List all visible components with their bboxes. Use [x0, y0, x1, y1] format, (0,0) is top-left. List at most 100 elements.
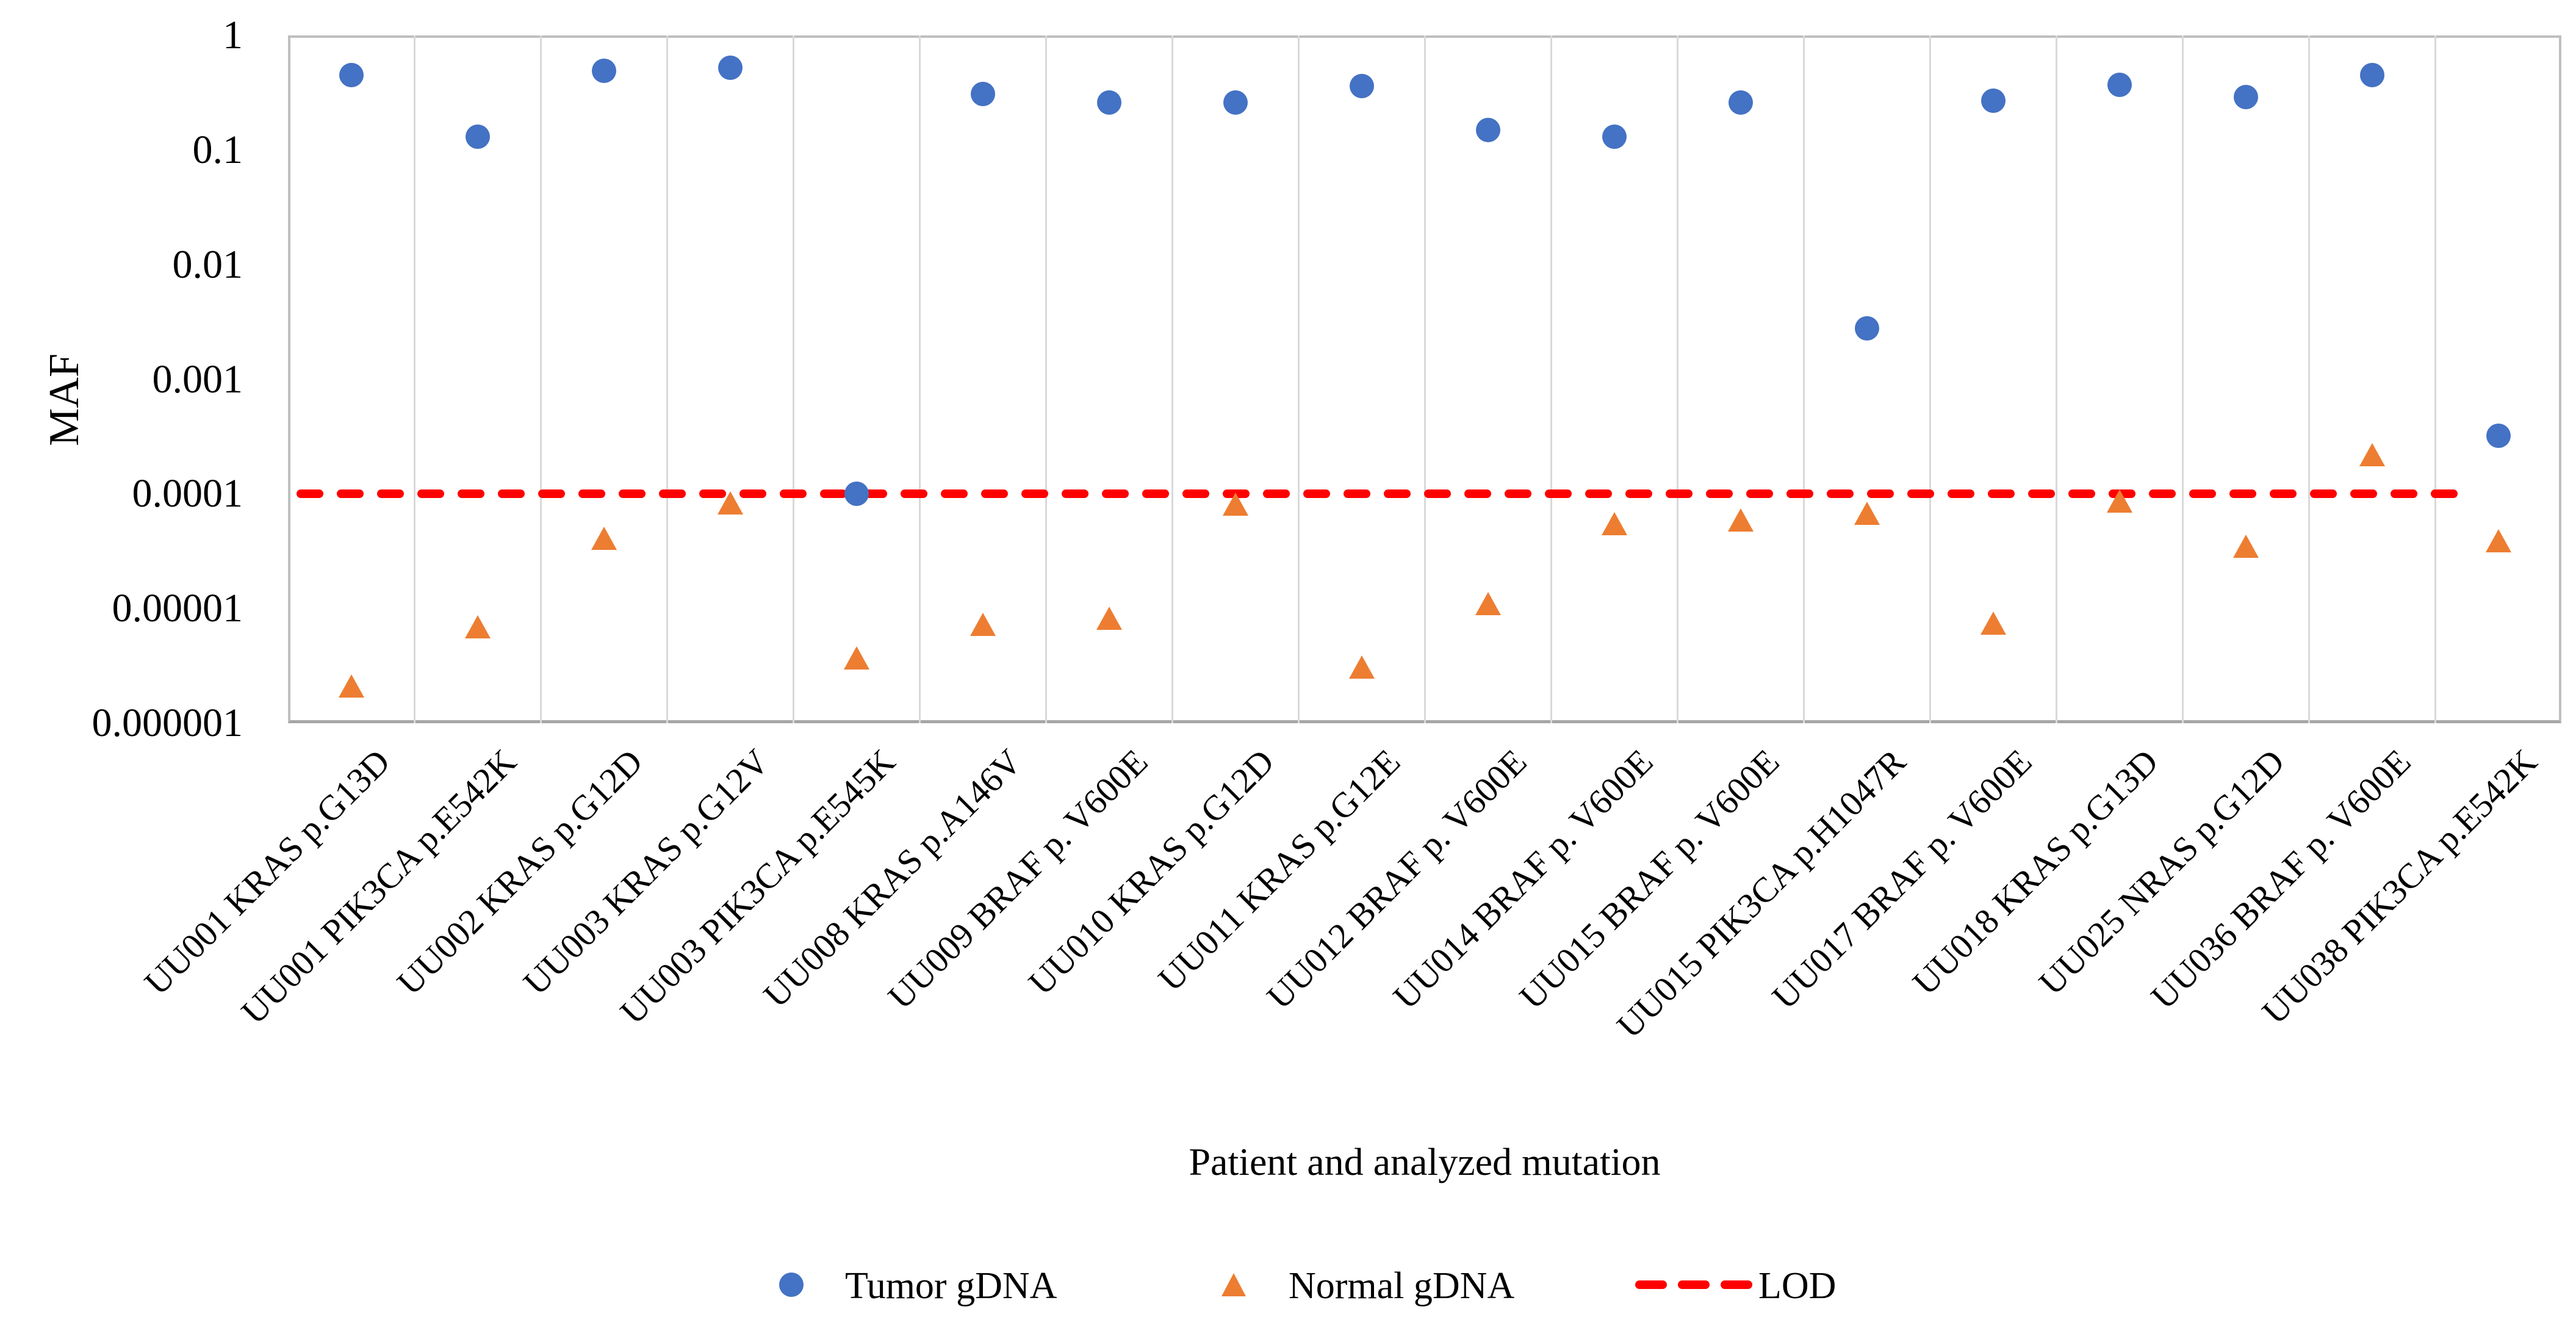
lod-legend-dash — [1721, 1280, 1752, 1289]
lod-dash — [2310, 489, 2337, 499]
normal-gdna-point — [1348, 655, 1375, 679]
lod-dash — [377, 489, 404, 499]
gridline — [792, 35, 794, 723]
gridline — [413, 35, 416, 723]
tumor-gdna-point — [1475, 117, 1500, 142]
tumor-gdna-point — [591, 59, 616, 84]
tumor-gdna-point — [1096, 90, 1121, 115]
lod-dash — [2229, 489, 2256, 499]
y-tick-label: 0.001 — [152, 356, 243, 402]
gridline — [1045, 35, 1047, 723]
tumor-legend-label: Tumor gDNA — [845, 1265, 1057, 1307]
tumor-gdna-point — [2359, 63, 2384, 88]
normal-gdna-point — [2359, 443, 2385, 466]
normal-gdna-point — [2232, 534, 2259, 558]
gridline — [2434, 35, 2436, 723]
x-category-label: UU002 KRAS p.G12D — [389, 742, 650, 1003]
lod-dash — [2350, 489, 2377, 499]
gridline — [1802, 35, 1805, 723]
lod-dash — [1746, 489, 1773, 499]
tumor-gdna-point — [2107, 73, 2132, 98]
lod-dash — [2149, 489, 2176, 499]
lod-dash — [1344, 489, 1370, 499]
normal-legend-marker-icon — [1221, 1273, 1246, 1296]
lod-dash — [1464, 489, 1491, 499]
lod-legend-dash — [1635, 1280, 1667, 1289]
lod-dash — [1505, 489, 1531, 499]
y-axis-title: MAF — [40, 353, 88, 446]
tumor-gdna-point — [1728, 90, 1753, 115]
gridline — [1171, 35, 1173, 723]
x-axis-title: Patient and analyzed mutation — [1189, 1140, 1661, 1183]
lod-dash — [1625, 489, 1652, 499]
lod-dash — [1545, 489, 1572, 499]
tumor-gdna-point — [1981, 88, 2006, 113]
x-category-label: UU018 KRAS p.G13D — [1904, 742, 2166, 1003]
gridline — [539, 35, 542, 723]
x-category-label: UU011 KRAS p.G12E — [1150, 742, 1408, 999]
legend: Tumor gDNA Normal gDNA LOD — [0, 1245, 2576, 1318]
lod-dash — [1786, 489, 1813, 499]
tumor-legend-marker-icon — [779, 1273, 804, 1297]
lod-dash — [1102, 489, 1129, 499]
normal-gdna-point — [464, 615, 491, 639]
lod-dash — [1867, 489, 1894, 499]
x-category-label: UU025 NRAS p.G12D — [2031, 742, 2292, 1003]
lod-legend-label: LOD — [1758, 1265, 1837, 1307]
lod-dash — [2028, 489, 2055, 499]
normal-gdna-point — [2485, 529, 2511, 553]
tumor-gdna-point — [1854, 316, 1879, 341]
y-tick-label: 0.00001 — [112, 586, 243, 631]
tumor-gdna-point — [2233, 84, 2258, 109]
lod-dash — [2391, 489, 2417, 499]
gridline — [666, 35, 668, 723]
gridline — [2308, 35, 2310, 723]
lod-dash — [901, 489, 927, 499]
gridline — [1676, 35, 1678, 723]
y-tick-label: 1 — [223, 13, 243, 57]
lod-dash — [659, 489, 686, 499]
lod-dash — [297, 489, 323, 499]
y-tick-label: 0.01 — [172, 242, 243, 287]
lod-legend-dash — [1678, 1280, 1710, 1289]
normal-gdna-point — [591, 527, 617, 551]
lod-dash — [981, 489, 1008, 499]
normal-legend-label: Normal gDNA — [1289, 1265, 1515, 1307]
gridline — [2055, 35, 2057, 723]
lod-dash — [417, 489, 444, 499]
normal-gdna-point — [2106, 489, 2132, 513]
gridline — [1297, 35, 1300, 723]
lod-dash — [1827, 489, 1854, 499]
gridline — [1423, 35, 1426, 723]
lod-dash — [1182, 489, 1209, 499]
lod-dash — [337, 489, 364, 499]
tumor-gdna-point — [1602, 125, 1627, 150]
lod-dash — [1142, 489, 1169, 499]
lod-dash — [538, 489, 565, 499]
lod-dash — [1263, 489, 1290, 499]
normal-gdna-point — [843, 646, 869, 670]
normal-gdna-point — [970, 612, 996, 636]
lod-dash — [578, 489, 605, 499]
x-category-label: UU001 KRAS p.G13D — [136, 742, 398, 1003]
lod-dash — [2189, 489, 2216, 499]
tumor-gdna-point — [1349, 74, 1374, 99]
y-tick-label: 0.0001 — [132, 471, 243, 516]
lod-dash — [2068, 489, 2095, 499]
normal-gdna-point — [1222, 492, 1248, 516]
lod-dash — [1706, 489, 1733, 499]
tumor-gdna-point — [339, 63, 364, 88]
lod-dash — [1384, 489, 1411, 499]
lod-dash — [941, 489, 968, 499]
lod-dash — [1585, 489, 1612, 499]
lod-dash — [619, 489, 646, 499]
lod-dash — [498, 489, 525, 499]
tumor-gdna-point — [1223, 90, 1248, 115]
y-tick-label: 0.000001 — [92, 701, 243, 745]
normal-gdna-point — [338, 674, 364, 698]
lod-dash — [739, 489, 766, 499]
tumor-gdna-point — [465, 125, 490, 150]
lod-dash — [820, 489, 847, 499]
lod-dash — [1062, 489, 1088, 499]
